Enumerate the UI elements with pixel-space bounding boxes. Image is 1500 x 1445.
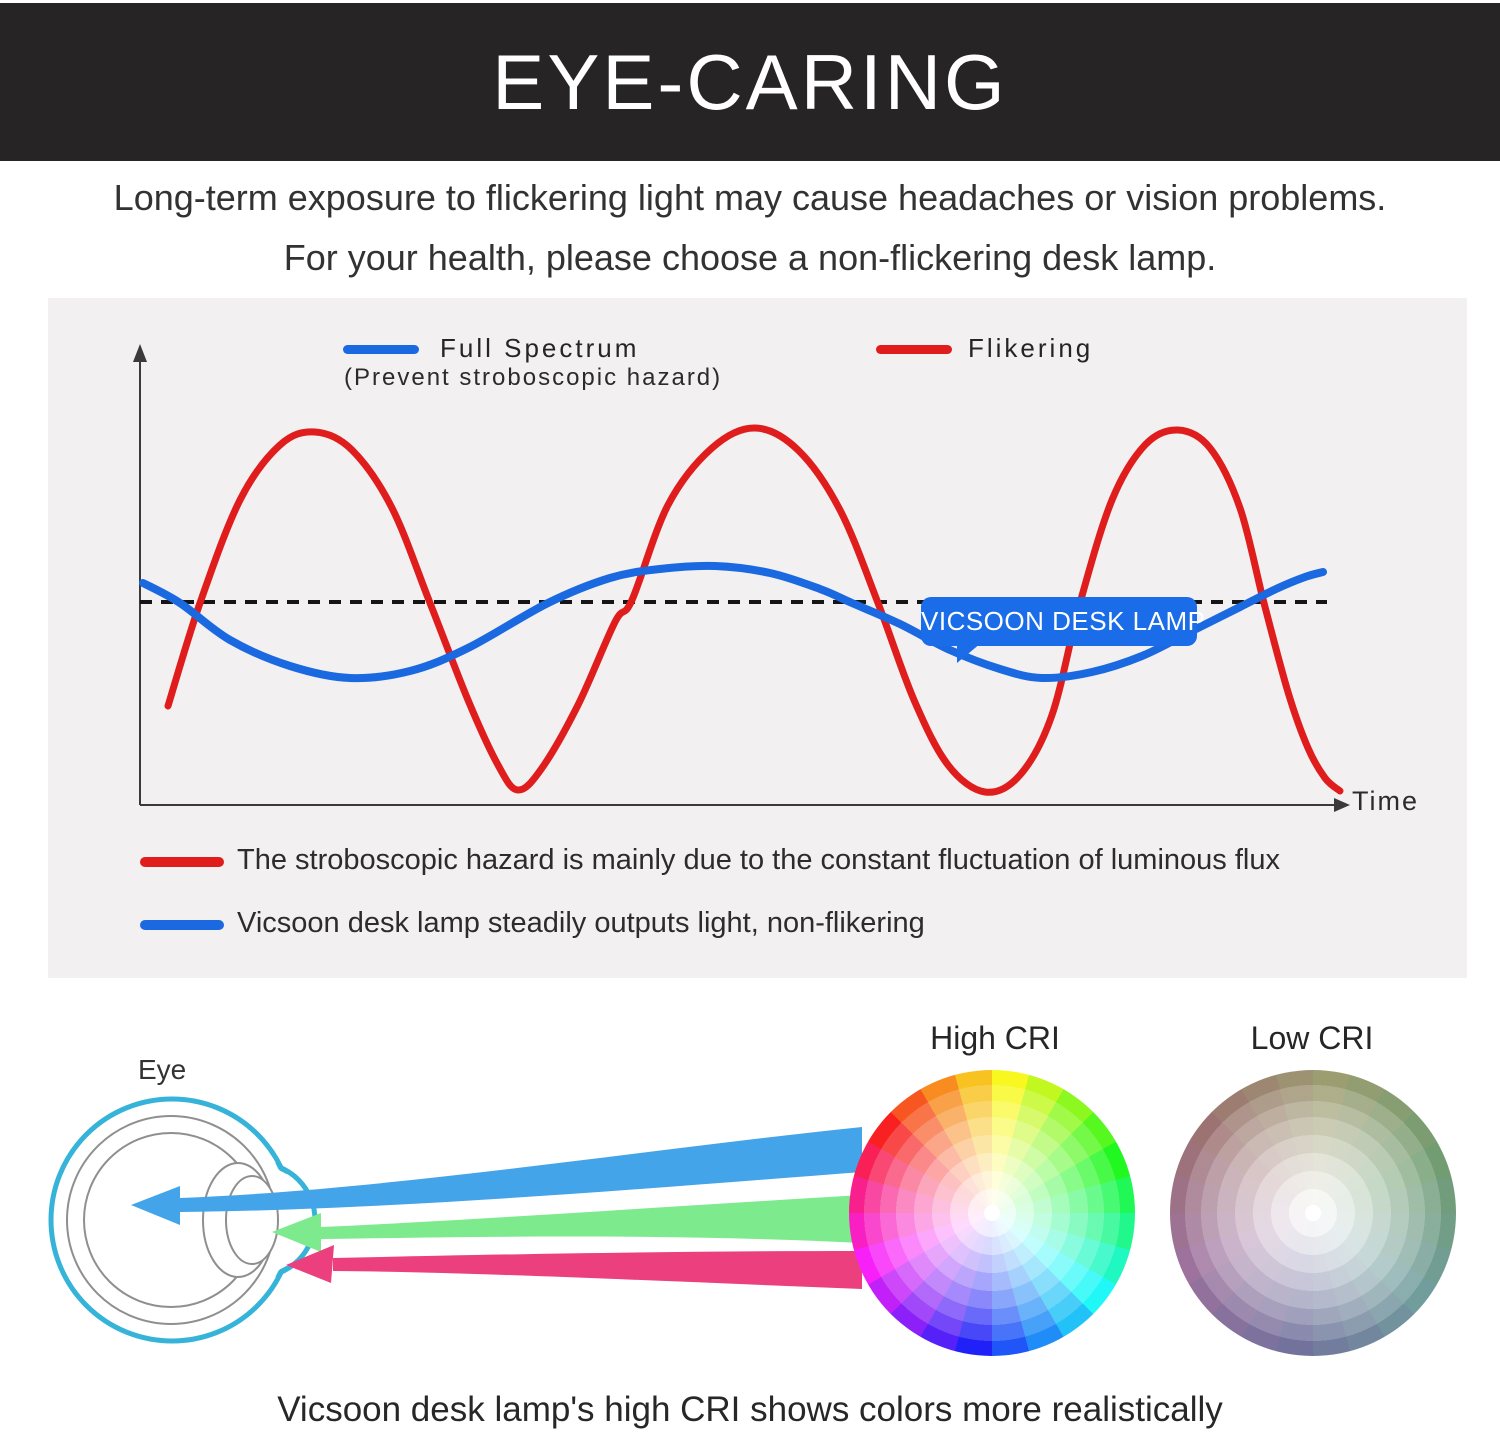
steady-output-legend-text: Vicsoon desk lamp steadily outputs light… <box>237 907 925 939</box>
desk-lamp-callout-badge: VICSOON DESK LAMP <box>921 597 1205 663</box>
high-cri-color-wheel <box>849 1070 1135 1356</box>
flickering-legend-label: Flikering <box>968 333 1094 363</box>
x-axis-label: Time <box>1352 786 1419 816</box>
light-rays <box>131 1127 862 1289</box>
low-cri-color-wheel <box>1170 1070 1456 1356</box>
blue-ray-arrowhead-icon <box>131 1186 180 1225</box>
page-title: EYE-CARING <box>492 38 1008 126</box>
cri-caption: Vicsoon desk lamp's high CRI shows color… <box>277 1390 1223 1429</box>
eye-inner-ring-1 <box>66 1115 276 1325</box>
full-spectrum-legend-subtext: (Prevent stroboscopic hazard) <box>344 364 723 391</box>
cornea-outline <box>198 1160 318 1280</box>
intro-line-2: For your health, please choose a non-fli… <box>283 237 1217 278</box>
eyeball-outline <box>48 1096 296 1344</box>
blue-ray-shaft <box>180 1127 862 1212</box>
steady-output-legend-swatch <box>140 920 224 930</box>
high-cri-label: High CRI <box>930 1020 1060 1056</box>
stroboscopic-legend-text: The stroboscopic hazard is mainly due to… <box>237 844 1280 876</box>
eye-lens-inner <box>225 1175 279 1265</box>
pink-ray-arrowhead-icon <box>286 1245 334 1283</box>
eye-inner-ring-2 <box>83 1132 259 1308</box>
green-ray-arrowhead-icon <box>272 1213 321 1252</box>
flickering-legend-swatch <box>876 345 952 354</box>
badge-label: VICSOON DESK LAMP <box>921 606 1206 636</box>
pink-ray-shaft <box>333 1251 862 1289</box>
low-cri-label: Low CRI <box>1250 1020 1374 1056</box>
eye-diagram <box>48 1096 318 1344</box>
stroboscopic-legend-swatch <box>140 857 224 867</box>
eye-label: Eye <box>138 1054 187 1085</box>
full-spectrum-legend-label: Full Spectrum <box>440 333 640 363</box>
header-bar: EYE-CARING <box>0 3 1500 161</box>
badge-pointer <box>957 643 981 663</box>
green-ray-shaft <box>321 1195 862 1243</box>
full-spectrum-legend-swatch <box>343 345 419 354</box>
intro-line-1: Long-term exposure to flickering light m… <box>113 177 1387 218</box>
eye-lens-outer <box>202 1162 274 1278</box>
